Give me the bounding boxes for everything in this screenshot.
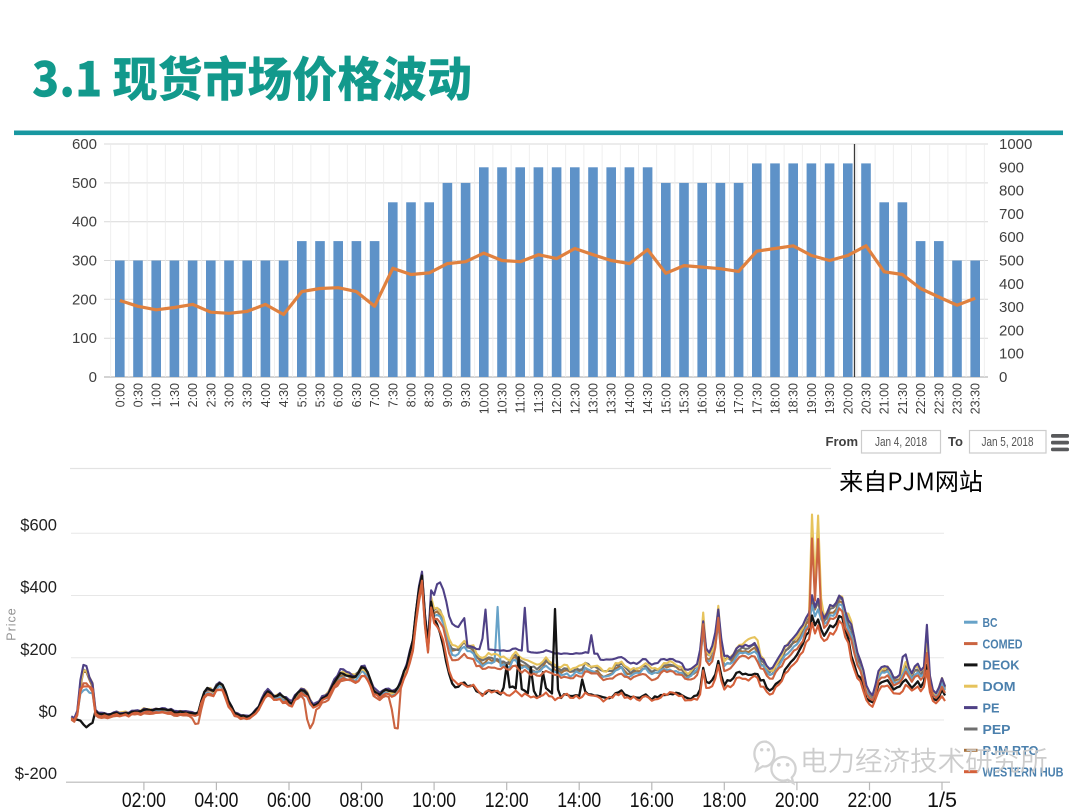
svg-text:3:30: 3:30 — [241, 383, 255, 407]
svg-text:6:00: 6:00 — [332, 383, 346, 407]
svg-text:COMED: COMED — [983, 636, 1023, 651]
svg-text:20:00: 20:00 — [775, 789, 819, 810]
svg-text:4:00: 4:00 — [259, 383, 273, 407]
svg-text:18:30: 18:30 — [787, 383, 801, 414]
svg-text:9:00: 9:00 — [441, 383, 455, 407]
svg-text:10:30: 10:30 — [496, 383, 510, 414]
svg-text:21:30: 21:30 — [896, 383, 910, 414]
svg-text:0:30: 0:30 — [132, 383, 146, 407]
svg-text:9:30: 9:30 — [459, 383, 473, 407]
svg-text:17:00: 17:00 — [732, 383, 746, 414]
svg-text:20:30: 20:30 — [860, 383, 874, 414]
svg-text:Jan 5, 2018: Jan 5, 2018 — [982, 435, 1034, 449]
svg-text:5:00: 5:00 — [295, 383, 309, 407]
svg-text:PEP: PEP — [983, 722, 1011, 737]
svg-text:900: 900 — [999, 159, 1024, 176]
svg-text:11:30: 11:30 — [532, 383, 546, 413]
svg-text:$400: $400 — [20, 579, 57, 597]
svg-text:100: 100 — [72, 330, 97, 347]
svg-text:16:30: 16:30 — [714, 383, 728, 414]
svg-text:14:30: 14:30 — [641, 383, 655, 414]
svg-text:500: 500 — [999, 253, 1024, 270]
svg-text:400: 400 — [72, 214, 97, 231]
svg-text:DEOK: DEOK — [983, 658, 1021, 673]
svg-text:7:00: 7:00 — [368, 383, 382, 407]
svg-text:2:30: 2:30 — [204, 383, 218, 407]
svg-text:200: 200 — [72, 291, 97, 308]
svg-text:700: 700 — [999, 206, 1024, 223]
svg-text:BC: BC — [983, 615, 998, 630]
svg-text:06:00: 06:00 — [267, 789, 311, 810]
svg-text:3:00: 3:00 — [223, 383, 237, 407]
svg-text:8:00: 8:00 — [405, 383, 419, 407]
svg-text:1000: 1000 — [999, 136, 1032, 153]
svg-text:Jan 4, 2018: Jan 4, 2018 — [875, 435, 927, 449]
svg-text:$0: $0 — [39, 703, 57, 721]
svg-text:23:30: 23:30 — [969, 383, 983, 414]
svg-text:18:00: 18:00 — [769, 383, 783, 414]
svg-text:8:30: 8:30 — [423, 383, 437, 407]
svg-text:0:00: 0:00 — [113, 383, 127, 407]
svg-text:4:30: 4:30 — [277, 383, 291, 407]
svg-text:400: 400 — [999, 276, 1024, 293]
svg-text:1/5: 1/5 — [927, 789, 957, 810]
svg-text:10:00: 10:00 — [412, 789, 456, 810]
svg-text:5:30: 5:30 — [314, 383, 328, 407]
svg-text:800: 800 — [999, 183, 1024, 200]
svg-text:PE: PE — [983, 700, 1000, 715]
svg-text:$200: $200 — [20, 641, 57, 659]
svg-text:16:00: 16:00 — [696, 383, 710, 414]
svg-text:19:00: 19:00 — [805, 383, 819, 414]
svg-text:500: 500 — [72, 175, 97, 192]
svg-text:20:00: 20:00 — [841, 383, 855, 414]
svg-text:02:00: 02:00 — [122, 789, 166, 810]
svg-text:17:30: 17:30 — [750, 383, 764, 414]
svg-text:22:30: 22:30 — [932, 383, 946, 414]
svg-text:300: 300 — [999, 299, 1024, 316]
svg-text:19:30: 19:30 — [823, 383, 837, 414]
svg-text:22:00: 22:00 — [848, 789, 892, 810]
svg-text:04:00: 04:00 — [194, 789, 238, 810]
svg-text:21:00: 21:00 — [878, 383, 892, 414]
svg-text:16:00: 16:00 — [630, 789, 674, 810]
svg-text:13:00: 13:00 — [587, 383, 601, 414]
svg-text:From: From — [826, 434, 859, 449]
svg-text:14:00: 14:00 — [557, 789, 601, 810]
svg-text:2:00: 2:00 — [186, 383, 200, 407]
svg-text:To: To — [948, 434, 963, 449]
svg-text:600: 600 — [999, 229, 1024, 246]
svg-text:11:00: 11:00 — [514, 383, 528, 413]
svg-text:14:00: 14:00 — [623, 383, 637, 414]
svg-text:0: 0 — [999, 369, 1007, 386]
svg-text:6:30: 6:30 — [350, 383, 364, 407]
svg-text:Price: Price — [5, 607, 19, 640]
svg-text:DOM: DOM — [983, 679, 1016, 694]
svg-text:1:30: 1:30 — [168, 383, 182, 407]
svg-text:13:30: 13:30 — [605, 383, 619, 414]
svg-text:200: 200 — [999, 322, 1024, 339]
svg-text:22:00: 22:00 — [914, 383, 928, 414]
svg-text:18:00: 18:00 — [702, 789, 746, 810]
svg-text:12:00: 12:00 — [550, 383, 564, 414]
svg-text:15:00: 15:00 — [659, 383, 673, 414]
svg-text:$-200: $-200 — [15, 765, 57, 783]
svg-text:7:30: 7:30 — [386, 383, 400, 407]
svg-text:12:30: 12:30 — [568, 383, 582, 414]
svg-text:15:30: 15:30 — [678, 383, 692, 414]
svg-text:23:00: 23:00 — [951, 383, 965, 414]
svg-text:1:00: 1:00 — [150, 383, 164, 407]
svg-text:600: 600 — [72, 136, 97, 153]
svg-text:0: 0 — [89, 369, 97, 386]
svg-text:$600: $600 — [20, 516, 57, 534]
svg-text:12:00: 12:00 — [485, 789, 529, 810]
svg-text:300: 300 — [72, 253, 97, 270]
svg-text:100: 100 — [999, 346, 1024, 363]
svg-text:08:00: 08:00 — [340, 789, 384, 810]
svg-text:10:00: 10:00 — [477, 383, 491, 414]
